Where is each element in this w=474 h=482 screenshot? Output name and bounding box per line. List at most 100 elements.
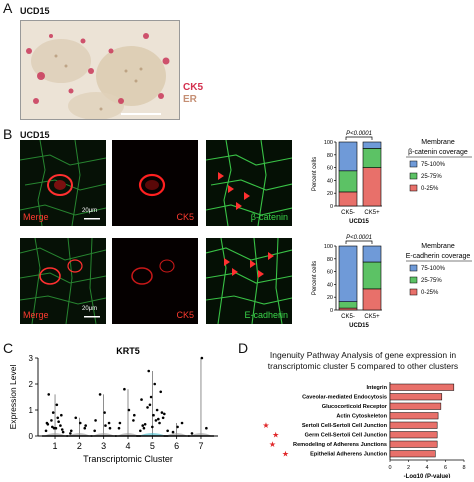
violin-point-3-4	[94, 419, 97, 422]
ipa-bar-actin-cytoskeleton	[389, 412, 439, 420]
violin-body-1	[44, 433, 67, 436]
ipa-star-sertoli-cell-sertoli-cell-junction: ★	[262, 421, 269, 430]
violin-point-3-6	[104, 424, 107, 427]
er-legend-label: ER	[183, 94, 197, 105]
violin-xtick-label-1: 1	[53, 441, 58, 451]
e-cadherin-pvalue-label: P<0.0001	[346, 235, 372, 241]
beta-catenin-legend-swatch-75-100%	[409, 160, 418, 168]
ipa-bar-glucocorticoid-receptor	[389, 402, 442, 410]
violin-point-1-12	[47, 393, 51, 396]
ipa-label-actin-cytoskeleton: Actin Cytoskeleton	[336, 414, 387, 420]
violin-point-4-0	[117, 426, 121, 430]
violin-point-5-7	[147, 369, 151, 373]
ipa-bar-germ-cell-sertoli-cell-junction	[389, 431, 438, 439]
beta-catenin-stacked-bar-chart: P<0.0001 0 20 40 60 80 100 Percent cells CK5- CK5…	[312, 131, 472, 225]
ipa-star-remodeling-of-adherens-junctions: ★	[269, 440, 276, 449]
label-beta-catenin: β-catenin	[250, 212, 288, 222]
beta-catenin-ytick-label-0: 0	[330, 204, 333, 210]
e-cadherin-ytick-label-80: 80	[327, 257, 333, 263]
violin-point-1-8	[46, 423, 50, 426]
e-cadherin-legend-label-75-100%: 75-100%	[421, 266, 446, 272]
violin-body-6	[165, 433, 188, 436]
micrograph-ck5-row2: CK5	[112, 238, 198, 324]
violin-point-1-14	[57, 420, 60, 423]
violin-point-5-0	[139, 429, 142, 433]
violin-point-5-17	[163, 412, 166, 416]
violin-point-5-4	[140, 398, 143, 401]
violin-point-4-4	[118, 421, 122, 425]
ipa-xtick-label-4: 4	[425, 465, 428, 471]
violin-point-5-13	[161, 416, 165, 420]
panel-c-letter: C	[3, 340, 14, 356]
beta-catenin-ylabel: Percent cells	[312, 157, 318, 191]
micrograph-ck5-row1: CK5	[112, 140, 198, 226]
violin-point-7-0	[190, 432, 194, 435]
e-cadherin-bar-CK5--75-100%	[338, 245, 358, 302]
violin-point-1-9	[60, 428, 64, 431]
beta-catenin-ytick-label-80: 80	[327, 153, 333, 159]
e-cadherin-bar-CK5+-75-100%	[362, 245, 382, 263]
violin-point-5-3	[146, 406, 149, 409]
violin-xlabel: Transcriptomic Cluster	[83, 454, 173, 464]
beta-catenin-legend-label-25-75%: 25-75%	[421, 174, 442, 180]
beta-catenin-bar-CK5--75-100%	[338, 141, 358, 172]
e-cadherin-xtick-CK5-: CK5-	[341, 314, 355, 320]
label-merge-2: Merge	[23, 310, 49, 320]
ihc-micrograph	[20, 20, 180, 120]
panel-b-sample-label: UCD15	[20, 130, 50, 140]
violin-point-1-1	[59, 424, 62, 427]
violin-xtick-label-6: 6	[174, 441, 179, 451]
violin-point-5-6	[153, 382, 157, 386]
ipa-pathway-bar-chart: Integrin Caveolar-mediated Endocytosis Glu…	[262, 382, 466, 478]
violin-title: KRT5	[116, 346, 140, 356]
micrograph-e-cadherin: E-cadherin	[206, 238, 292, 324]
violin-xtick-label-3: 3	[101, 441, 106, 451]
violin-xtick-label-2: 2	[77, 441, 82, 451]
ipa-label-germ-cell-sertoli-cell-junction: Germ Cell-Sertoli Cell Junction	[305, 433, 388, 439]
beta-catenin-pvalue-label: P<0.0001	[346, 131, 372, 137]
beta-catenin-legend-label-75-100%: 75-100%	[421, 162, 446, 168]
e-cadherin-legend-title-2: E-cadherin coverage	[406, 253, 471, 260]
violin-point-2-1	[83, 426, 87, 430]
panel-a-letter: A	[3, 0, 13, 16]
violin-point-5-11	[148, 403, 152, 407]
beta-catenin-ytick-label-20: 20	[327, 191, 333, 197]
violin-xtick-label-7: 7	[198, 441, 203, 451]
violin-point-2-2	[78, 421, 82, 425]
ipa-xtick-label-2: 2	[407, 465, 410, 471]
violin-point-5-10	[154, 419, 158, 422]
violin-point-2-0	[69, 432, 72, 435]
beta-catenin-legend-swatch-25-75%	[409, 172, 418, 180]
ipa-label-glucocorticoid-receptor: Glucocorticoid Receptor	[322, 404, 388, 410]
beta-catenin-legend-title-1: Membrane	[421, 139, 455, 146]
violin-point-4-2	[127, 408, 131, 412]
beta-catenin-xtick-CK5-: CK5-	[341, 210, 355, 216]
ipa-bar-sertoli-cell-sertoli-cell-junction	[389, 421, 438, 429]
panel-d-title-line-1: Ingenuity Pathway Analysis of gene expre…	[269, 350, 457, 360]
violin-point-1-10	[56, 416, 60, 420]
violin-point-1-15	[52, 426, 56, 430]
violin-xtick-label-5: 5	[150, 441, 155, 451]
label-ck5-1: CK5	[176, 212, 194, 222]
violin-point-4-3	[123, 387, 126, 391]
scalebar-2: 20μm	[82, 306, 98, 312]
violin-ytick-label-2: 2	[29, 380, 34, 389]
violin-point-5-14	[155, 408, 159, 412]
violin-point-6-2	[176, 425, 179, 429]
violin-point-2-4	[69, 429, 73, 433]
krt5-violin-plot: KRT5 0 1 2 3 Expression Level 1 2 3 4 5 6 7 Transcrip…	[8, 346, 218, 464]
violin-point-6-1	[180, 421, 184, 425]
micrograph-merge-e-cadherin: Merge 20μm	[20, 238, 106, 324]
beta-catenin-xtick-CK5+: CK5+	[364, 210, 380, 216]
ipa-label-integrin: Integrin	[366, 385, 387, 391]
label-merge-1: Merge	[23, 212, 49, 222]
violin-point-3-0	[93, 429, 96, 433]
e-cadherin-bar-CK5+-0-25%	[362, 288, 382, 311]
ipa-bar-caveolar-mediated-endocytosis	[389, 393, 443, 401]
e-cadherin-legend-label-25-75%: 25-75%	[421, 278, 442, 284]
violin-point-1-11	[51, 411, 55, 414]
ipa-bar-integrin	[389, 383, 455, 391]
ihc-texture	[21, 21, 179, 119]
panel-d-title-line-2: transcriptomic cluster 5 compared to oth…	[267, 361, 459, 371]
beta-catenin-ytick-label-60: 60	[327, 166, 333, 172]
